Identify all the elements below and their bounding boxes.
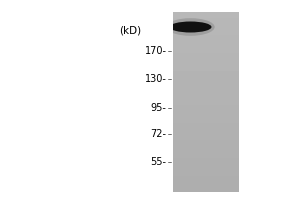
Text: 55-: 55- bbox=[151, 157, 166, 167]
Ellipse shape bbox=[167, 18, 215, 36]
Text: 130-: 130- bbox=[145, 74, 166, 84]
Text: 95-: 95- bbox=[151, 103, 166, 113]
Text: (kD): (kD) bbox=[119, 26, 141, 36]
Text: 72-: 72- bbox=[151, 129, 166, 139]
Ellipse shape bbox=[169, 21, 211, 32]
Text: 170-: 170- bbox=[145, 46, 166, 56]
